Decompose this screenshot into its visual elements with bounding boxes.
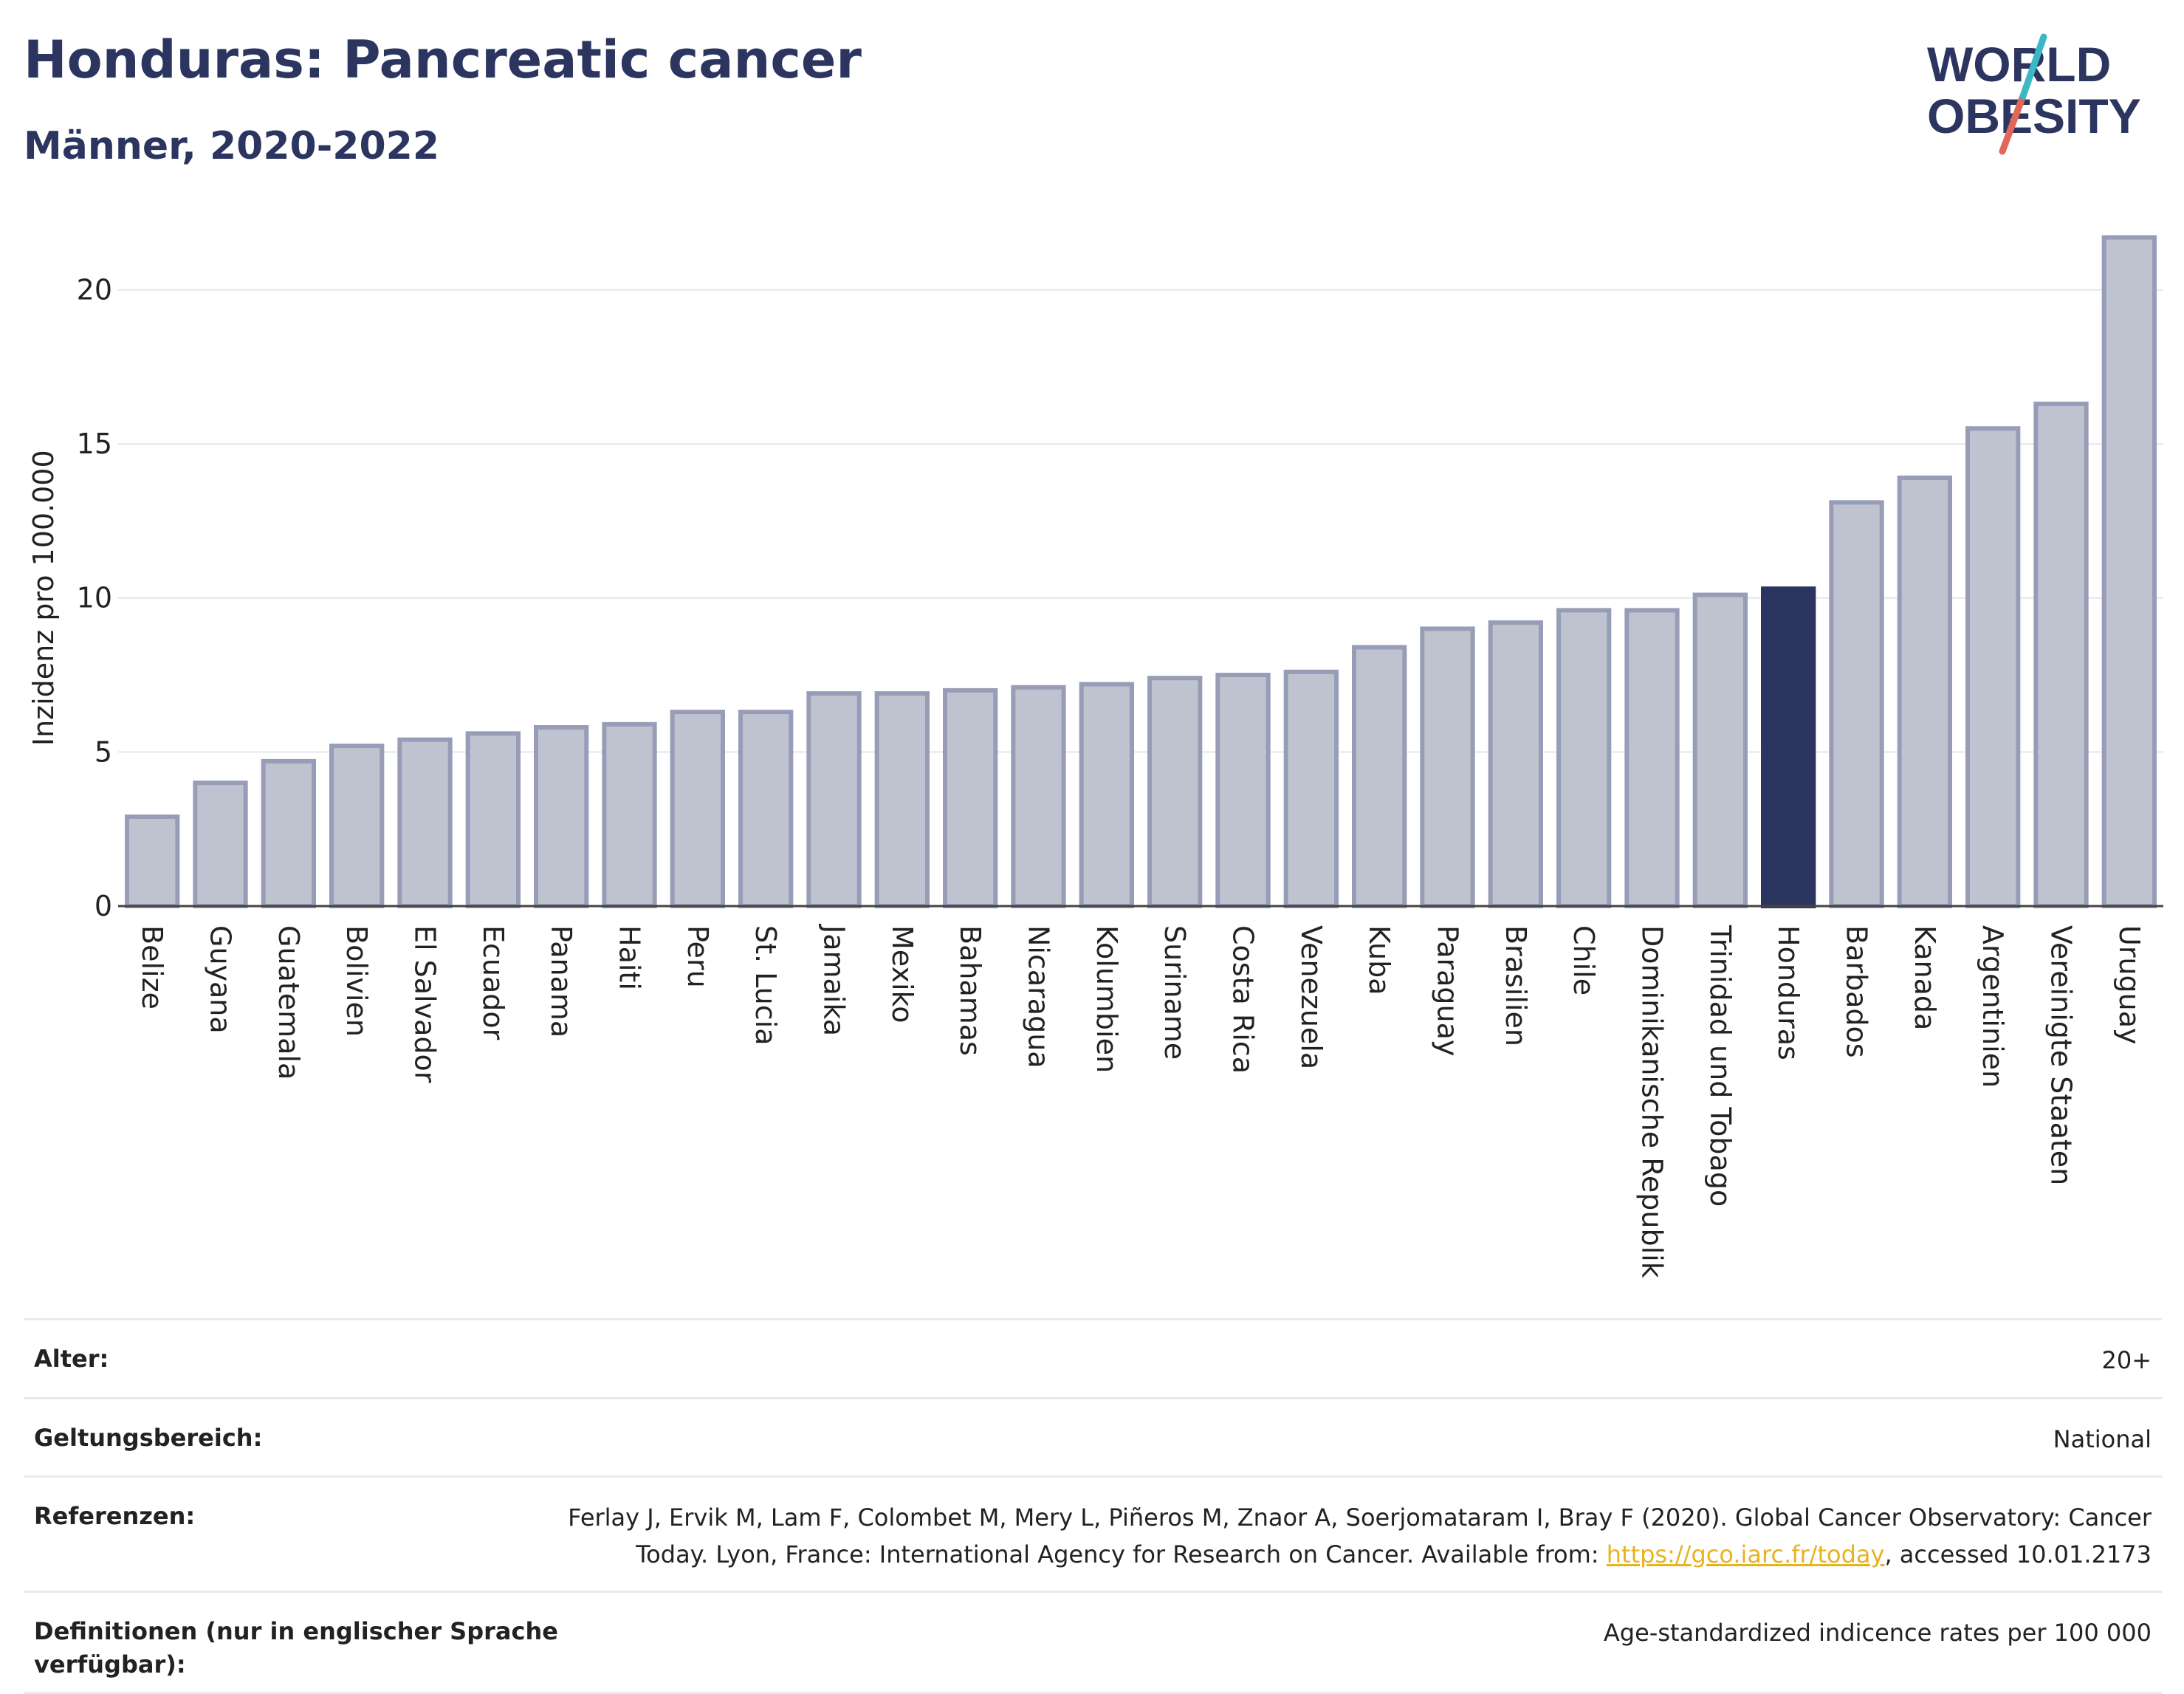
bar-costa-rica [1215, 673, 1271, 909]
bar-st-lucia [738, 710, 794, 908]
references-label: Referenzen: [34, 1502, 196, 1531]
x-tick-label: Ecuador [477, 925, 509, 1040]
bar-peru [670, 710, 725, 908]
scope-value: National [2053, 1424, 2152, 1453]
x-tick-label: Venezuela [1295, 925, 1328, 1069]
x-tick-label: Chile [1567, 925, 1600, 995]
y-tick-label: 20 [77, 273, 112, 306]
bar-kanada [1897, 475, 1952, 908]
bar-bahamas [943, 687, 998, 909]
bar-mexiko [874, 691, 930, 909]
x-tick-label: Belize [136, 925, 168, 1009]
x-tick-label: Bolivien [340, 925, 373, 1037]
x-tick-label: Nicaragua [1023, 925, 1055, 1069]
x-tick-label: Jamaika [818, 924, 851, 1036]
definitions-value: Age-standardized indicence rates per 100… [1603, 1619, 2152, 1647]
bar-honduras [1761, 586, 1816, 909]
logo-slash-lower [1999, 92, 2027, 155]
bar-jamaika [806, 691, 862, 909]
world-obesity-logo: WORLD OBESITY [1927, 33, 2141, 155]
bar-vereinigte-staaten [2033, 401, 2089, 908]
reference-line-1: Ferlay J, Ervik M, Lam F, Colombet M, Me… [568, 1503, 2152, 1532]
age-label: Alter: [34, 1345, 109, 1373]
bar-chile [1556, 608, 1612, 908]
info-row-scope: Geltungsbereich: National [24, 1396, 2162, 1458]
x-tick-label: Kolumbien [1091, 925, 1123, 1073]
scope-label: Geltungsbereich: [34, 1423, 263, 1452]
logo-line1: WORLD [1927, 37, 2111, 92]
bar-chart: 0 5 10 15 20 Belize Guyana Guatemala Bolivien El… [27, 235, 2163, 1278]
chart-title: Honduras: Pancreatic cancer [24, 30, 862, 90]
x-tick-label: Uruguay [2113, 925, 2146, 1045]
x-tick-label: Brasilien [1500, 925, 1532, 1046]
x-tick-label: Trinidad und Tobago [1704, 925, 1737, 1207]
reference-line-2-text: Today. Lyon, France: International Agenc… [636, 1540, 1607, 1568]
bar-venezuela [1283, 669, 1339, 908]
y-axis-ticks: 0 5 10 15 20 [77, 273, 112, 922]
bar-guatemala [261, 758, 316, 909]
bar-suriname [1147, 676, 1203, 909]
bar-kolumbien [1079, 682, 1134, 909]
bar-el-salvador [397, 737, 453, 908]
x-tick-label: El Salvador [409, 925, 442, 1083]
logo-line2: OBESITY [1927, 89, 2141, 143]
x-tick-label: Kanada [1909, 925, 1941, 1030]
bar-uruguay [2101, 235, 2157, 908]
x-axis-labels: Belize Guyana Guatemala Bolivien El Salvador… [136, 924, 2146, 1278]
reference-link[interactable]: https://gco.iarc.fr/today [1606, 1540, 1885, 1568]
x-tick-label: Costa Rica [1227, 925, 1260, 1074]
bar-argentinien [1965, 426, 2021, 908]
y-axis-label: Inzidenz pro 100.000 [27, 450, 60, 746]
y-tick-label: 10 [77, 582, 112, 614]
references-value: Ferlay J, Ervik M, Lam F, Colombet M, Me… [566, 1500, 2152, 1573]
y-tick-label: 15 [77, 428, 112, 460]
x-tick-label: Argentinien [1977, 925, 2009, 1088]
y-tick-label: 5 [95, 735, 112, 768]
x-tick-label: Peru [681, 925, 714, 988]
x-tick-label: Dominikanische Republik [1636, 925, 1669, 1278]
bar-kuba [1352, 645, 1407, 908]
x-tick-label: Panama [545, 925, 577, 1038]
info-row-references: Referenzen: Ferlay J, Ervik M, Lam F, Co… [24, 1475, 2162, 1573]
definitions-label: Definitionen (nur in englischer Sprache … [34, 1617, 558, 1679]
info-table: Alter: 20+ Geltungsbereich: National Ref… [24, 1318, 2162, 1694]
info-row-age: Alter: 20+ [24, 1318, 2162, 1379]
x-tick-label: Kuba [1363, 925, 1395, 995]
x-tick-label: Suriname [1158, 925, 1191, 1060]
bar-guyana [193, 781, 248, 908]
y-tick-label: 0 [95, 890, 112, 922]
logo-slash-upper [2019, 33, 2047, 100]
bar-paraguay [1420, 626, 1475, 908]
bar-nicaragua [1011, 685, 1066, 909]
x-tick-label: Barbados [1841, 925, 1873, 1058]
x-tick-label: Guyana [205, 925, 237, 1034]
bar-dominikanische-republik [1624, 608, 1680, 908]
bar-belize [125, 814, 180, 908]
x-tick-label: Guatemala [272, 925, 305, 1080]
bar-panama [534, 724, 589, 908]
x-tick-label: Honduras [1772, 925, 1804, 1060]
age-value: 20+ [2101, 1346, 2152, 1374]
chart-subtitle: Männer, 2020-2022 [24, 124, 440, 168]
info-row-definitions: Definitionen (nur in englischer Sprache … [24, 1591, 2162, 1694]
x-tick-label: St. Lucia [749, 925, 782, 1046]
bar-ecuador [465, 731, 521, 908]
x-tick-label: Bahamas [954, 925, 986, 1056]
bar-barbados [1829, 500, 1884, 908]
x-tick-label: Mexiko [886, 925, 918, 1023]
reference-accessed: , accessed 10.01.2173 [1884, 1540, 2152, 1568]
x-tick-label: Haiti [614, 925, 646, 990]
gridlines [118, 289, 2163, 753]
reference-line-2: Today. Lyon, France: International Agenc… [566, 1537, 2152, 1574]
bar-haiti [602, 721, 657, 908]
x-tick-label: Paraguay [1432, 925, 1464, 1056]
bar-trinidad-und-tobago [1692, 592, 1748, 909]
bar-bolivien [329, 744, 385, 908]
x-tick-label: Vereinigte Staaten [2045, 925, 2078, 1185]
bar-brasilien [1488, 620, 1543, 908]
bars [125, 235, 2157, 909]
